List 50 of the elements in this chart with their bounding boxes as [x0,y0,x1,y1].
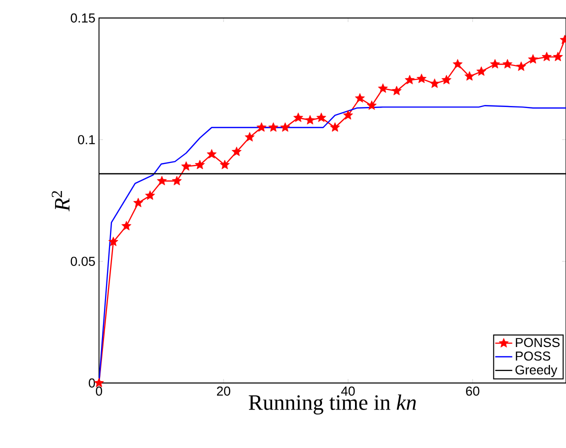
point [280,122,290,132]
point [476,66,486,76]
y-tick-label: 0.1 [78,135,95,144]
point [516,61,526,71]
point [343,110,354,120]
y-tick-label: 0 [88,378,95,388]
point [133,198,144,208]
x-tick-label: 60 [466,386,480,396]
point [392,86,402,96]
x-tick-label: 0 [96,386,102,396]
point [256,122,266,132]
point [305,115,316,124]
y-axis-title: R$^{2}$ [52,191,70,212]
point [181,161,192,171]
x-tick-label: 20 [216,386,230,396]
point [404,74,415,84]
point [528,54,538,64]
x-tick-label: 40 [341,386,355,396]
point [378,83,388,93]
point [244,132,255,142]
point [330,122,340,132]
point [145,190,155,200]
point [542,52,552,62]
legend-label: POSS [516,351,550,361]
point [464,71,474,81]
legend-label: Greedy [515,364,558,378]
point [293,112,304,122]
point [232,146,242,156]
point [121,220,132,230]
point [220,160,230,170]
point [502,59,512,68]
y-tick-label: 0.05 [70,256,95,266]
point [442,74,452,84]
y-tick-label: 0.15 [70,13,95,23]
point [490,59,500,68]
point [156,176,167,186]
x-axis-title: Running time in kn [248,394,416,414]
point [108,236,118,246]
point [430,78,440,88]
point [268,122,278,132]
point [172,176,182,186]
point [416,74,426,84]
point [366,100,377,110]
point [194,160,205,170]
point [354,93,365,103]
legend-label: PONSS [516,338,560,348]
point [206,149,217,158]
point [552,52,563,62]
point [452,59,463,68]
point [316,112,326,122]
